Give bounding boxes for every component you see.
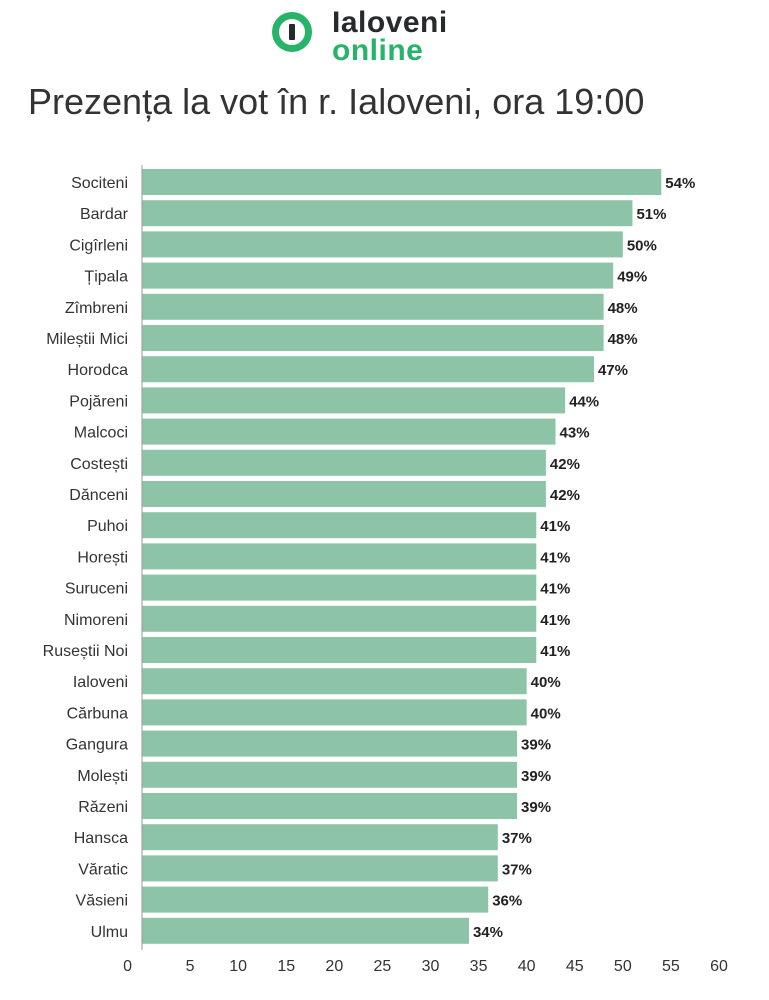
value-label: 42%	[550, 487, 580, 504]
logo-word-online: online	[332, 34, 424, 67]
category-label: Ruseștii Noi	[43, 643, 128, 660]
value-label: 39%	[521, 799, 551, 816]
value-label: 43%	[560, 425, 590, 442]
value-label: 41%	[540, 612, 570, 629]
category-label: Pojăreni	[69, 393, 128, 410]
category-label: Horodca	[68, 362, 129, 379]
value-label: 36%	[492, 893, 522, 910]
category-label: Molești	[77, 768, 128, 785]
bar	[142, 512, 537, 539]
bar	[142, 231, 623, 258]
x-tick-label: 55	[662, 958, 680, 975]
bar	[142, 761, 518, 788]
x-tick-label: 35	[470, 958, 488, 975]
value-label: 37%	[502, 861, 532, 878]
value-label: 44%	[569, 393, 599, 410]
bar	[142, 293, 604, 320]
site-logo: Ialoveni online	[272, 6, 492, 66]
bar	[142, 387, 566, 414]
category-label: Horești	[77, 549, 128, 566]
x-tick-label: 10	[229, 958, 247, 975]
bar	[142, 449, 546, 476]
category-label: Țipala	[84, 269, 128, 286]
value-label: 50%	[627, 237, 657, 254]
category-label: Răzeni	[78, 799, 128, 816]
bar	[142, 855, 498, 882]
value-label: 48%	[608, 300, 638, 317]
category-label: Mileștii Mici	[46, 331, 128, 348]
bar	[142, 699, 527, 726]
value-label: 51%	[636, 206, 666, 223]
bar	[142, 730, 518, 757]
x-tick-label: 30	[422, 958, 440, 975]
value-label: 39%	[521, 768, 551, 785]
category-label: Gangura	[66, 737, 128, 754]
value-label: 39%	[521, 737, 551, 754]
bar	[142, 886, 489, 913]
x-tick-label: 5	[186, 958, 195, 975]
value-label: 37%	[502, 830, 532, 847]
value-label: 40%	[531, 705, 561, 722]
value-label: 47%	[598, 362, 628, 379]
category-label: Văsieni	[76, 893, 128, 910]
value-label: 34%	[473, 924, 503, 941]
value-label: 48%	[608, 331, 638, 348]
bar	[142, 200, 633, 227]
value-label: 41%	[540, 518, 570, 535]
x-tick-label: 0	[123, 958, 132, 975]
bar	[142, 543, 537, 570]
category-label: Sociteni	[71, 175, 128, 192]
bar	[142, 824, 498, 851]
bar	[142, 262, 614, 289]
logo-word-ialoveni: Ialoveni	[332, 6, 448, 39]
value-label: 54%	[665, 175, 695, 192]
x-tick-label: 40	[518, 958, 536, 975]
value-label: 41%	[540, 549, 570, 566]
x-tick-label: 20	[325, 958, 343, 975]
value-label: 41%	[540, 643, 570, 660]
bar	[142, 418, 556, 445]
value-label: 40%	[531, 674, 561, 691]
category-label: Ialoveni	[73, 674, 128, 691]
category-label: Dănceni	[69, 487, 128, 504]
x-tick-label: 45	[566, 958, 584, 975]
category-label: Hansca	[74, 830, 128, 847]
x-tick-label: 60	[710, 958, 728, 975]
bar	[142, 356, 594, 383]
category-label: Nimoreni	[64, 612, 128, 629]
category-label: Malcoci	[74, 425, 128, 442]
logo-ring-icon	[272, 12, 312, 52]
category-label: Ulmu	[91, 924, 128, 941]
x-tick-label: 15	[277, 958, 295, 975]
category-label: Puhoi	[87, 518, 128, 535]
bar	[142, 668, 527, 695]
bar	[142, 325, 604, 351]
value-label: 42%	[550, 456, 580, 473]
category-label: Zîmbreni	[65, 300, 128, 317]
chart-title: Prezența la vot în r. Ialoveni, ora 19:0…	[28, 81, 645, 122]
category-label: Cigîrleni	[69, 237, 128, 254]
bar	[142, 605, 537, 632]
bar	[142, 637, 537, 663]
category-label: Văratic	[78, 861, 128, 878]
bar	[142, 793, 518, 819]
category-label: Suruceni	[65, 581, 128, 598]
category-label: Bardar	[80, 206, 129, 223]
bar	[142, 574, 537, 601]
x-tick-label: 50	[614, 958, 632, 975]
value-label: 41%	[540, 581, 570, 598]
bar	[142, 917, 469, 944]
category-label: Cărbuna	[67, 705, 128, 722]
category-label: Costești	[70, 456, 128, 473]
bar	[142, 481, 546, 507]
x-tick-label: 25	[374, 958, 392, 975]
value-label: 49%	[617, 269, 647, 286]
bar	[142, 169, 662, 195]
